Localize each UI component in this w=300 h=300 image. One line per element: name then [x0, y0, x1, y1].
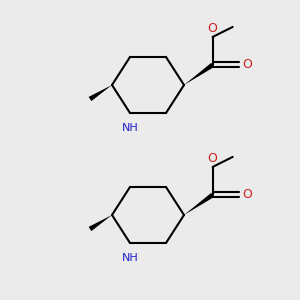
- Polygon shape: [184, 193, 214, 215]
- Text: O: O: [208, 152, 218, 165]
- Text: NH: NH: [122, 123, 138, 133]
- Polygon shape: [184, 63, 214, 85]
- Text: O: O: [243, 58, 253, 71]
- Text: O: O: [208, 22, 218, 35]
- Polygon shape: [89, 85, 112, 101]
- Text: O: O: [243, 188, 253, 201]
- Text: NH: NH: [122, 253, 138, 263]
- Polygon shape: [89, 215, 112, 231]
